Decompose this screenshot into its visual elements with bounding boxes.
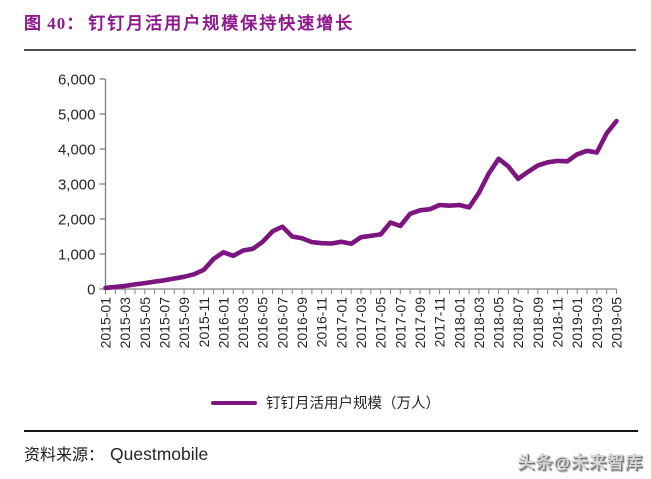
y-tick-label: 2,000 [58, 212, 96, 229]
x-tick-label: 2018-09 [530, 297, 546, 349]
x-tick-label: 2017-09 [412, 297, 428, 349]
x-tick-label: 2017-01 [333, 297, 349, 349]
figure-title: 钉钉月活用户规模保持快速增长 [88, 14, 355, 33]
x-tick-label: 2016-07 [274, 297, 290, 349]
x-tick-label: 2015-01 [98, 297, 114, 349]
data-line [103, 118, 619, 291]
x-tick-label: 2016-01 [215, 297, 231, 349]
x-tick-label: 2017-11 [432, 297, 448, 348]
y-tick-label: 1,000 [58, 247, 96, 264]
source-prefix: 资料来源： [24, 447, 105, 464]
x-tick-label: 2019-01 [569, 297, 585, 349]
x-tick-label: 2016-11 [314, 297, 330, 348]
x-tick-label: 2015-05 [137, 297, 153, 349]
x-tick-label: 2015-09 [176, 297, 192, 349]
source-value: Questmobile [110, 444, 209, 464]
x-tick-label: 2017-03 [353, 297, 369, 349]
chart-legend: 钉钉月活用户规模（万人） [0, 392, 651, 413]
x-tick-label: 2018-05 [491, 297, 507, 349]
y-tick-label: 3,000 [58, 177, 96, 194]
x-tick-label: 2018-01 [451, 297, 467, 349]
y-tick-label: 0 [87, 282, 95, 299]
figure-number: 图 40： [24, 14, 85, 33]
x-tick-label: 2015-03 [117, 297, 133, 349]
x-tick-label: 2017-05 [373, 297, 389, 349]
y-tick-label: 5,000 [58, 107, 96, 124]
source-line: 资料来源： Questmobile [24, 441, 208, 465]
y-tick-label: 4,000 [58, 142, 96, 159]
x-tick-label: 2018-11 [550, 297, 566, 348]
header-divider [24, 49, 636, 51]
x-axis-ticks: 2015-01 2015-03 2015-05 2015-07 2015-09 2015-… [98, 289, 625, 348]
y-axis-ticks: 0 1,000 2,000 3,000 4,000 5,000 6,000 [58, 72, 106, 299]
x-tick-label: 2016-09 [294, 297, 310, 349]
y-tick-label: 6,000 [58, 72, 96, 89]
figure-header: 图 40： 钉钉月活用户规模保持快速增长 [24, 9, 354, 34]
legend-label: 钉钉月活用户规模（万人） [266, 396, 440, 412]
x-tick-label: 2018-07 [510, 297, 526, 349]
watermark: 头条@未来智库 [517, 453, 643, 472]
legend-line-swatch [211, 400, 257, 405]
x-tick-label: 2015-11 [196, 297, 212, 348]
x-tick-label: 2019-03 [589, 297, 605, 349]
x-tick-label: 2019-05 [609, 297, 625, 349]
x-tick-label: 2016-05 [255, 297, 271, 349]
x-tick-label: 2017-07 [392, 297, 408, 349]
x-tick-label: 2016-03 [235, 297, 251, 349]
axes [104, 79, 617, 290]
footer-divider [24, 430, 638, 432]
x-tick-label: 2018-03 [471, 297, 487, 349]
x-tick-label: 2015-07 [156, 297, 172, 349]
